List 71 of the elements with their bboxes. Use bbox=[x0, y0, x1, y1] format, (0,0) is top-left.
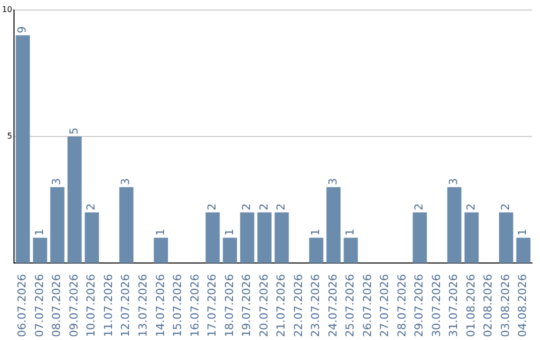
x-tick-label: 27.07.2026 bbox=[378, 274, 392, 338]
x-tick-label: 12.07.2026 bbox=[119, 274, 132, 338]
x-tick-label: 26.07.2026 bbox=[360, 274, 374, 338]
bar bbox=[240, 212, 254, 264]
data-label: 2 bbox=[240, 203, 254, 210]
data-label: 2 bbox=[274, 203, 288, 210]
x-tick-label: 16.07.2026 bbox=[188, 274, 202, 338]
data-label: 5 bbox=[67, 128, 80, 135]
data-label: 1 bbox=[154, 228, 167, 236]
x-tick-label: 04.08.2026 bbox=[516, 274, 530, 338]
data-label: 3 bbox=[326, 178, 340, 186]
data-label: 2 bbox=[84, 203, 98, 210]
x-tick-label: 29.07.2026 bbox=[412, 274, 426, 338]
x-tick-label: 28.07.2026 bbox=[395, 274, 408, 338]
x-tick-label: 14.07.2026 bbox=[154, 274, 167, 338]
bar bbox=[119, 187, 134, 264]
x-tick-label: 09.07.2026 bbox=[67, 274, 80, 338]
bar bbox=[464, 212, 479, 264]
bar bbox=[222, 238, 238, 264]
bar bbox=[447, 187, 462, 264]
data-label: 9 bbox=[16, 26, 29, 34]
bar bbox=[499, 212, 514, 264]
x-tick-label: 06.07.2026 bbox=[16, 274, 29, 338]
x-tick-label: 02.08.2026 bbox=[482, 274, 495, 338]
bar bbox=[50, 187, 64, 264]
x-tick-label: 10.07.2026 bbox=[84, 274, 98, 338]
x-tick-label: 24.07.2026 bbox=[326, 274, 340, 338]
bar bbox=[154, 238, 168, 264]
x-tick-label: 23.07.2026 bbox=[309, 274, 322, 338]
x-tick-label: 11.07.2026 bbox=[102, 274, 115, 338]
data-label: 2 bbox=[206, 203, 219, 210]
x-tick-label: 01.08.2026 bbox=[464, 274, 478, 338]
bar bbox=[32, 238, 48, 264]
y-tick-label: 10 bbox=[2, 5, 12, 14]
bar bbox=[68, 136, 82, 264]
data-label: 1 bbox=[344, 228, 357, 236]
data-label: 3 bbox=[50, 178, 64, 186]
bar bbox=[412, 212, 427, 264]
x-tick-label: 19.07.2026 bbox=[240, 274, 254, 338]
data-label: 1 bbox=[32, 228, 46, 236]
bar bbox=[84, 212, 99, 264]
x-tick-label: 30.07.2026 bbox=[430, 274, 443, 338]
x-tick-label: 25.07.2026 bbox=[344, 274, 357, 338]
x-tick-label: 31.07.2026 bbox=[447, 274, 460, 338]
bar bbox=[257, 212, 272, 264]
bar bbox=[206, 212, 220, 264]
bar bbox=[16, 35, 30, 264]
data-label: 1 bbox=[516, 228, 530, 236]
bar bbox=[326, 187, 341, 264]
x-tick-label: 20.07.2026 bbox=[257, 274, 270, 338]
data-label: 3 bbox=[119, 178, 132, 186]
bar bbox=[309, 238, 324, 264]
x-tick-label: 21.07.2026 bbox=[274, 274, 288, 338]
data-label: 2 bbox=[464, 203, 478, 210]
bar bbox=[274, 212, 289, 264]
x-tick-label: 08.07.2026 bbox=[50, 274, 64, 338]
data-label: 1 bbox=[309, 228, 322, 236]
data-label: 1 bbox=[222, 228, 236, 236]
data-label: 3 bbox=[447, 178, 460, 186]
x-tick-label: 07.07.2026 bbox=[32, 274, 46, 338]
data-label: 2 bbox=[412, 203, 426, 210]
x-tick-label: 03.08.2026 bbox=[498, 274, 512, 338]
bar bbox=[344, 238, 358, 264]
x-tick-label: 13.07.2026 bbox=[136, 274, 150, 338]
x-tick-label: 18.07.2026 bbox=[222, 274, 236, 338]
x-tick-label: 15.07.2026 bbox=[171, 274, 184, 338]
x-tick-label: 22.07.2026 bbox=[292, 274, 305, 338]
bar bbox=[516, 238, 530, 264]
x-tick-label: 17.07.2026 bbox=[206, 274, 219, 338]
data-label: 2 bbox=[257, 203, 270, 210]
data-label: 2 bbox=[498, 203, 512, 210]
